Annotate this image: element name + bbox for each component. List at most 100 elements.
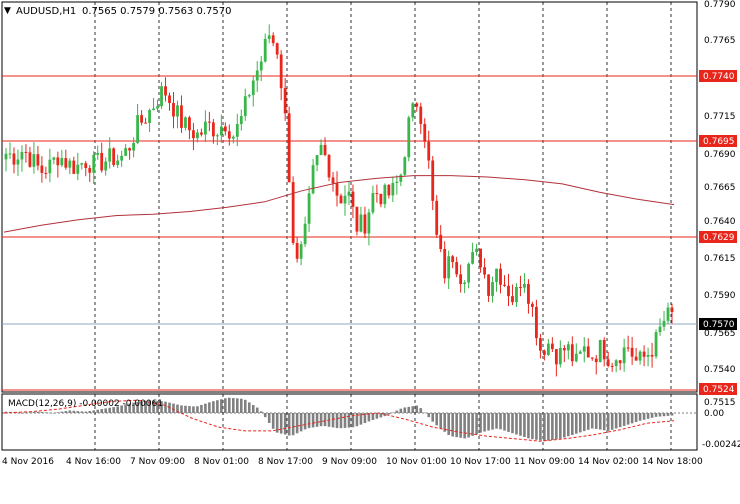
candle-body xyxy=(140,115,143,123)
candle-body xyxy=(92,154,96,173)
candle-body xyxy=(546,343,550,355)
candle-body xyxy=(423,123,427,142)
macd-histogram xyxy=(4,397,674,442)
candle-body xyxy=(594,358,598,363)
macd-bar xyxy=(267,413,271,423)
candle-body xyxy=(487,274,490,296)
macd-bar xyxy=(499,413,502,430)
macd-bar xyxy=(543,413,546,442)
candle-body xyxy=(28,152,32,167)
price-tick: 0.7515 xyxy=(704,398,736,408)
candle-body xyxy=(231,136,235,139)
macd-bar xyxy=(658,413,662,417)
candle-body xyxy=(475,248,478,253)
candle-body xyxy=(104,161,108,171)
time-tick: 8 Nov 01:00 xyxy=(194,457,249,467)
macd-bar xyxy=(455,413,458,438)
candle-body xyxy=(566,344,570,351)
candle-body xyxy=(36,154,40,166)
macd-bar xyxy=(80,411,84,413)
macd-bar xyxy=(610,413,614,430)
macd-bar xyxy=(535,413,538,440)
candle-body xyxy=(610,365,614,367)
level-tag-bg xyxy=(699,383,737,395)
macd-bar xyxy=(339,413,343,429)
macd-bar xyxy=(626,413,630,425)
candle-body xyxy=(614,360,618,367)
macd-bar xyxy=(567,413,570,437)
candle-body xyxy=(391,182,395,196)
candle-body xyxy=(359,214,363,232)
candle-body xyxy=(96,152,100,155)
macd-bar xyxy=(559,413,562,439)
macd-bar xyxy=(582,413,586,432)
candle-body xyxy=(407,117,411,158)
candle-body xyxy=(427,141,431,161)
candle-body xyxy=(375,193,379,195)
candle-body xyxy=(439,234,443,249)
candle-body xyxy=(251,80,255,96)
macd-bar xyxy=(399,408,403,413)
candle-body xyxy=(44,172,48,174)
price-panel[interactable] xyxy=(1,1,698,393)
macd-bar xyxy=(124,404,127,413)
macd-bar xyxy=(128,403,131,413)
candle-body xyxy=(48,159,52,174)
macd-bar xyxy=(443,413,446,432)
macd-bar xyxy=(228,397,231,413)
candle-body xyxy=(403,157,407,175)
candle-body xyxy=(527,283,530,304)
time-tick: 10 Nov 01:00 xyxy=(386,457,447,467)
candle-body xyxy=(124,148,128,156)
macd-bar xyxy=(224,398,227,413)
candle-body xyxy=(666,307,670,321)
candle-body xyxy=(562,348,566,351)
candle-body xyxy=(670,307,674,313)
candle-body xyxy=(519,287,522,289)
macd-bar xyxy=(319,413,323,427)
macd-bar xyxy=(36,411,40,413)
candle-body xyxy=(602,339,606,360)
macd-bar xyxy=(359,413,363,425)
candle-body xyxy=(307,193,311,224)
macd-bar xyxy=(463,413,466,439)
candle-body xyxy=(88,168,92,173)
macd-bar xyxy=(16,412,20,414)
current-price-tag: 0.7570 xyxy=(703,320,735,330)
macd-bar xyxy=(447,413,450,435)
macd-bar xyxy=(220,399,223,413)
candle-body xyxy=(367,212,371,234)
candle-body xyxy=(128,148,132,151)
macd-bar xyxy=(642,413,646,420)
candle-body xyxy=(343,195,347,204)
macd-bar xyxy=(351,413,355,428)
candle-body xyxy=(630,347,634,357)
candle-body xyxy=(315,155,319,166)
price-tick: 0.7565 xyxy=(704,329,736,339)
candle-body xyxy=(638,351,642,361)
macd-bar xyxy=(467,413,470,438)
macd-bar xyxy=(415,405,419,413)
macd-bar xyxy=(507,413,510,432)
price-tick: 0.7665 xyxy=(704,183,736,193)
macd-bar xyxy=(160,401,163,413)
ohlc-values: 0.7565 0.7579 0.7563 0.7570 xyxy=(82,6,232,17)
chart-collapse-icon[interactable]: ▼ xyxy=(4,6,11,16)
current-price-tag-bg xyxy=(699,318,737,330)
macd-bar xyxy=(395,410,399,413)
candle-body xyxy=(60,158,64,166)
macd-bar xyxy=(120,405,123,413)
level-tag-bg xyxy=(699,135,737,147)
candle-body xyxy=(646,354,650,357)
candle-body xyxy=(355,206,359,232)
candle-body xyxy=(291,182,295,243)
macd-title: MACD(12,26,9) -0.00002 -0.00061 xyxy=(8,399,163,409)
candle-body xyxy=(479,248,482,268)
candle-body xyxy=(200,132,203,135)
candle-body xyxy=(351,191,355,207)
candle-body xyxy=(319,144,323,156)
candle-body xyxy=(295,242,299,259)
macd-bar xyxy=(459,413,462,438)
